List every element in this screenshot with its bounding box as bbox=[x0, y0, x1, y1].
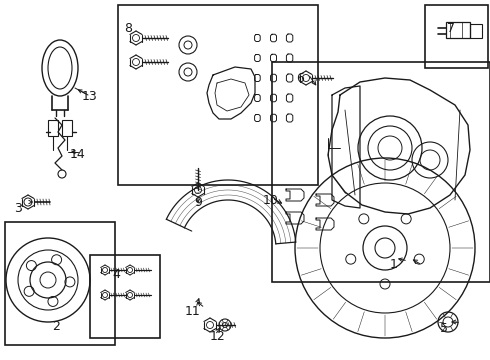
Bar bbox=[5, 222, 115, 345]
Text: 7: 7 bbox=[447, 22, 455, 35]
Text: 13: 13 bbox=[82, 90, 98, 103]
Bar bbox=[90, 255, 160, 338]
Bar bbox=[62, 120, 72, 136]
Text: 12: 12 bbox=[210, 330, 226, 343]
Text: 3: 3 bbox=[14, 202, 22, 215]
Text: 11: 11 bbox=[185, 305, 201, 318]
Text: 4: 4 bbox=[112, 268, 120, 281]
Text: 6: 6 bbox=[296, 72, 304, 85]
Bar bbox=[470, 24, 482, 38]
Bar bbox=[446, 22, 470, 38]
Text: 1: 1 bbox=[390, 258, 398, 271]
Text: 10: 10 bbox=[263, 194, 279, 207]
Text: 5: 5 bbox=[440, 322, 448, 335]
Bar bbox=[425, 5, 488, 68]
Bar bbox=[272, 62, 490, 282]
Text: 14: 14 bbox=[70, 148, 86, 161]
Bar bbox=[118, 5, 318, 185]
Text: 8: 8 bbox=[124, 22, 132, 35]
Bar bbox=[48, 120, 58, 136]
Text: 2: 2 bbox=[52, 320, 60, 333]
Text: 9: 9 bbox=[194, 196, 202, 209]
